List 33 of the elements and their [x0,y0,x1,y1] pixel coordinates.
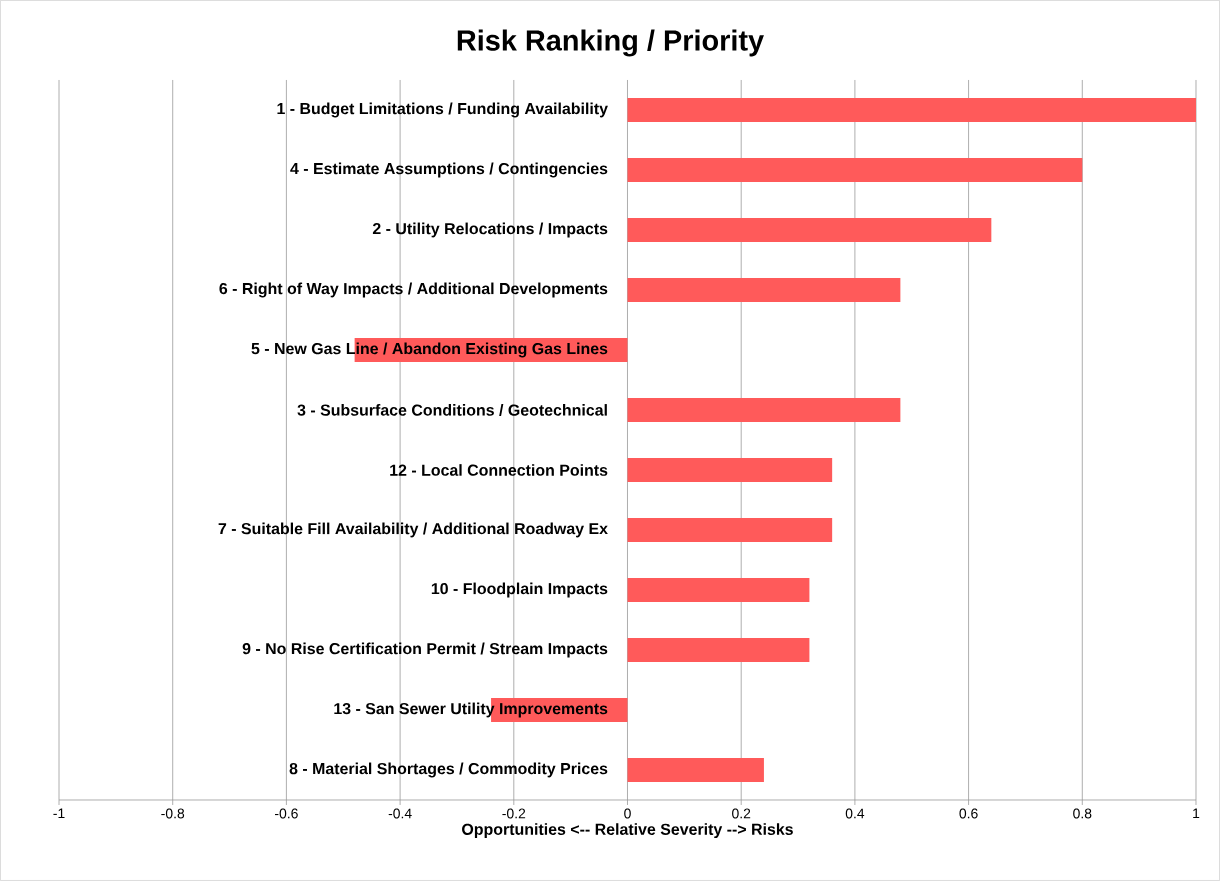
y-tick-label: 2 - Utility Relocations / Impacts [372,222,608,238]
bar [627,217,992,242]
y-tick-label: 7 - Suitable Fill Availability / Additional Roadway Ex [218,522,608,538]
x-tick-label: 1 [1193,808,1200,819]
bar [627,577,810,602]
bar [627,277,901,302]
x-tick-label: -0.8 [161,808,185,819]
bar [627,517,833,542]
bar [627,157,1083,182]
x-tick-label: -1 [53,808,65,819]
y-tick-label: 10 - Floodplain Impacts [431,582,608,598]
x-tick-label: 0.4 [845,808,865,819]
x-tick-label: 0.6 [959,808,978,819]
x-axis-title: Opportunities <-- Relative Severity --> Risks [462,823,793,839]
y-tick-label: 4 - Estimate Assumptions / Contingencies [290,162,608,178]
x-tick-label: -0.4 [388,808,412,819]
bar [627,397,901,422]
y-tick-label: 1 - Budget Limitations / Funding Availability [277,102,608,118]
bar [627,457,833,482]
y-tick-label: 8 - Material Shortages / Commodity Prices [289,762,608,778]
bar [627,757,764,782]
x-tick-label: 0 [624,808,631,819]
y-tick-label: 12 - Local Connection Points [390,464,608,476]
bar [627,97,1196,122]
y-tick-label: 3 - Subsurface Conditions / Geotechnical [297,404,607,416]
x-tick-label: 0.8 [1073,808,1092,819]
y-tick-label: 6 - Right of Way Impacts / Additional Developments [219,282,608,298]
x-tick-label: -0.2 [502,808,526,819]
x-tick-label: -0.6 [275,808,298,819]
chart-title: Risk Ranking / Priority [457,29,764,57]
x-tick-label: 0.2 [732,808,751,819]
bar [627,637,810,662]
y-tick-label: 9 - No Rise Certification Permit / Stream Impacts [242,642,608,658]
